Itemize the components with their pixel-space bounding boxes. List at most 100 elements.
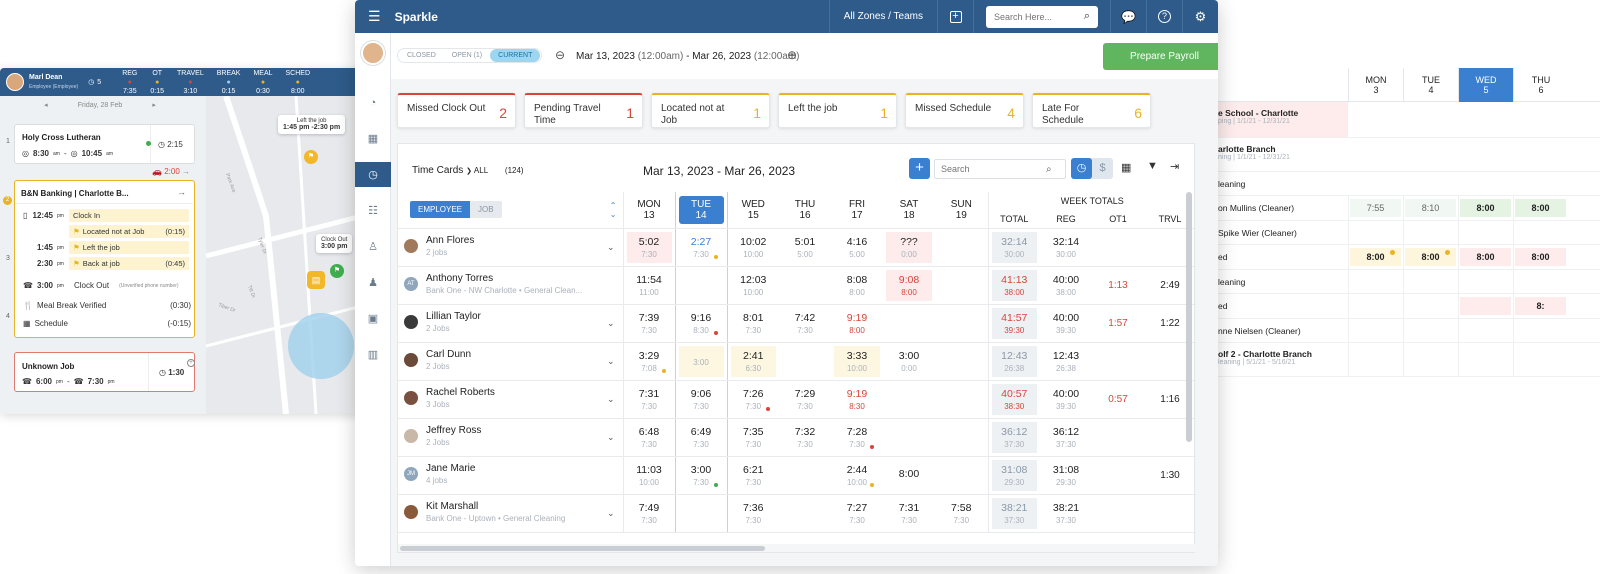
time-cell[interactable] xyxy=(935,304,988,343)
time-cell[interactable]: 8:01 7:30 xyxy=(727,304,779,343)
time-cell[interactable] xyxy=(935,380,988,419)
employee-cell[interactable]: JM Jane Marie 4 jobs xyxy=(398,456,624,495)
time-cell[interactable]: 8:08 8:00 xyxy=(831,266,883,305)
time-cell[interactable] xyxy=(675,494,728,533)
time-cell[interactable]: 7:49 7:30 xyxy=(623,494,676,533)
time-cell[interactable]: 9:16 8:30 xyxy=(675,304,728,343)
time-cell[interactable]: 6:49 7:30 xyxy=(675,418,728,457)
calendar-row[interactable]: ed 8: xyxy=(1218,294,1600,319)
employee-cell[interactable]: Lillian Taylor 2 Jobs ⌄ xyxy=(398,304,624,343)
search-icon[interactable]: ⌕ xyxy=(1083,10,1090,22)
time-cell[interactable]: 3:00 0:00 xyxy=(883,342,935,381)
employee-cell[interactable]: AT Anthony Torres Bank One - NW Charlotte … xyxy=(398,266,624,305)
toggle-job[interactable]: JOB xyxy=(470,200,502,218)
time-cell[interactable]: 10:02 10:00 xyxy=(727,228,779,267)
shift-cell[interactable]: 8:00 xyxy=(1515,199,1566,217)
time-view-icon[interactable]: ◷ xyxy=(1071,158,1092,179)
table-row[interactable]: Jeffrey Ross 2 Jobs ⌄ 6:48 7:30 6:49 7:30 7:35 7… xyxy=(398,418,1197,457)
calendar-row[interactable]: e School - Charlotte ping | 1/1/21 - 12/3… xyxy=(1218,102,1600,138)
team-icon[interactable]: ☷ xyxy=(368,205,378,217)
chevron-down-icon[interactable]: ⌄ xyxy=(606,393,615,404)
shift-cell[interactable] xyxy=(1405,297,1456,315)
day-header-mon[interactable]: MON 13 xyxy=(623,192,676,229)
chevron-right-icon[interactable]: ❯ xyxy=(466,168,474,175)
export-icon[interactable]: ⇥ xyxy=(1170,161,1180,173)
calendar-day-header[interactable]: THU 6 xyxy=(1513,68,1568,102)
dashboard-icon[interactable]: ◔ xyxy=(369,96,377,109)
time-cell[interactable]: 3:33 10:00 xyxy=(831,342,883,381)
clock-icon[interactable]: ◷ xyxy=(355,162,391,187)
filter-closed[interactable]: CLOSED xyxy=(407,52,436,59)
employee-cell[interactable]: Ann Flores 2 jobs ⌄ xyxy=(398,228,624,267)
calendar-row[interactable]: olf 2 - Charlotte Branch leaning | 5/1/21… xyxy=(1218,343,1600,377)
calendar-icon[interactable]: ▦ xyxy=(367,133,379,145)
time-cell[interactable] xyxy=(935,456,988,495)
time-cell[interactable]: 7:26 7:30 xyxy=(727,380,779,419)
job-card-bn-banking[interactable]: B&N Banking | Charlotte B... → ▯ 12:45 pm C… xyxy=(14,180,195,338)
calendar-day-header[interactable]: MON 3 xyxy=(1348,68,1403,102)
building-icon[interactable]: ▤ xyxy=(307,271,325,289)
time-cell[interactable] xyxy=(883,304,935,343)
day-header-fri[interactable]: FRI 17 xyxy=(831,192,883,229)
table-row[interactable]: Carl Dunn 2 Jobs ⌄ 3:29 7:08 3:00 2:41 6:30 3:33… xyxy=(398,342,1197,381)
global-search-input[interactable] xyxy=(994,11,1074,22)
scrollbar-thumb[interactable] xyxy=(400,546,765,551)
time-cell[interactable]: 3:29 7:08 xyxy=(623,342,676,381)
alert-card-5[interactable]: Missed Schedule 4 xyxy=(905,93,1024,128)
add-timecard-button[interactable]: + xyxy=(909,158,930,179)
time-cell[interactable]: 7:32 7:30 xyxy=(779,418,831,457)
chat-icon[interactable]: 💬 xyxy=(1110,0,1146,33)
table-row[interactable]: Ann Flores 2 jobs ⌄ 5:02 7:30 2:27 7:30 10:02 10… xyxy=(398,228,1197,267)
day-header-sat[interactable]: SAT 18 xyxy=(883,192,935,229)
time-cell[interactable]: 3:00 xyxy=(675,342,728,381)
alert-card-2[interactable]: Pending Travel Time 1 xyxy=(524,93,643,128)
add-square-icon[interactable]: + xyxy=(937,0,973,33)
time-cell[interactable]: 4:16 5:00 xyxy=(831,228,883,267)
time-cell[interactable]: 2:27 7:30 xyxy=(675,228,728,267)
shift-cell[interactable]: 8: xyxy=(1515,297,1566,315)
time-cell[interactable] xyxy=(935,228,988,267)
shift-cell[interactable] xyxy=(1460,297,1511,315)
table-row[interactable]: Rachel Roberts 3 Jobs ⌄ 7:31 7:30 9:06 7:30 7:2… xyxy=(398,380,1197,419)
users-icon[interactable]: ♟ xyxy=(368,277,378,289)
table-row[interactable]: Lillian Taylor 2 Jobs ⌄ 7:39 7:30 9:16 8:30 8:0… xyxy=(398,304,1197,343)
prev-range-icon[interactable]: ⊖ xyxy=(555,48,566,62)
prepare-payroll-button[interactable]: Prepare Payroll xyxy=(1103,43,1218,70)
menu-icon[interactable]: ☰ xyxy=(368,8,381,24)
time-cell[interactable]: 8:00 xyxy=(883,456,935,495)
shift-cell[interactable]: 8:10 xyxy=(1405,199,1456,217)
chart-icon[interactable]: ▥ xyxy=(367,349,379,361)
time-cell[interactable]: 11:03 10:00 xyxy=(623,456,676,495)
user-icon[interactable]: ♙ xyxy=(368,241,378,253)
time-cell[interactable] xyxy=(779,456,831,495)
employee-cell[interactable]: Kit Marshall Bank One - Uptown • General … xyxy=(398,494,624,533)
shift-cell[interactable]: 8:00 xyxy=(1460,248,1511,266)
alert-card-1[interactable]: Missed Clock Out 2 xyxy=(397,93,516,128)
time-cell[interactable]: 7:28 7:30 xyxy=(831,418,883,457)
chevron-down-icon[interactable]: ⌄ xyxy=(606,507,615,518)
time-cell[interactable]: 2:44 10:00 xyxy=(831,456,883,495)
time-cell[interactable] xyxy=(935,342,988,381)
shift-cell[interactable]: 7:55 xyxy=(1350,199,1401,217)
time-cell[interactable]: 5:02 7:30 xyxy=(623,228,676,267)
calendar-row[interactable]: Spike Wier (Cleaner) xyxy=(1218,221,1600,245)
time-cell[interactable]: 6:48 7:30 xyxy=(623,418,676,457)
day-header-thu[interactable]: THU 16 xyxy=(779,192,831,229)
zones-selector[interactable]: All Zones / Teams xyxy=(828,0,937,33)
chevron-down-icon[interactable]: ⌄ xyxy=(606,355,615,366)
filter-current[interactable]: CURRENT xyxy=(490,49,541,62)
calendar-row[interactable]: leaning xyxy=(1218,270,1600,294)
day-header-wed[interactable]: WED 15 xyxy=(727,192,779,229)
time-cell[interactable]: 2:41 6:30 xyxy=(727,342,779,381)
employee-cell[interactable]: Rachel Roberts 3 Jobs ⌄ xyxy=(398,380,624,419)
calendar-day-header[interactable]: WED 5 xyxy=(1458,68,1513,102)
time-cell[interactable]: 9:06 7:30 xyxy=(675,380,728,419)
time-cell[interactable] xyxy=(779,494,831,533)
table-row[interactable]: AT Anthony Torres Bank One - NW Charlotte … xyxy=(398,266,1197,305)
time-cell[interactable] xyxy=(675,266,728,305)
day-header-sun[interactable]: SUN 19 xyxy=(935,192,988,229)
time-cell[interactable] xyxy=(935,418,988,457)
time-cell[interactable]: 7:31 7:30 xyxy=(623,380,676,419)
table-row[interactable]: Kit Marshall Bank One - Uptown • General … xyxy=(398,494,1197,533)
filter-icon[interactable]: ▼ xyxy=(1147,160,1158,172)
